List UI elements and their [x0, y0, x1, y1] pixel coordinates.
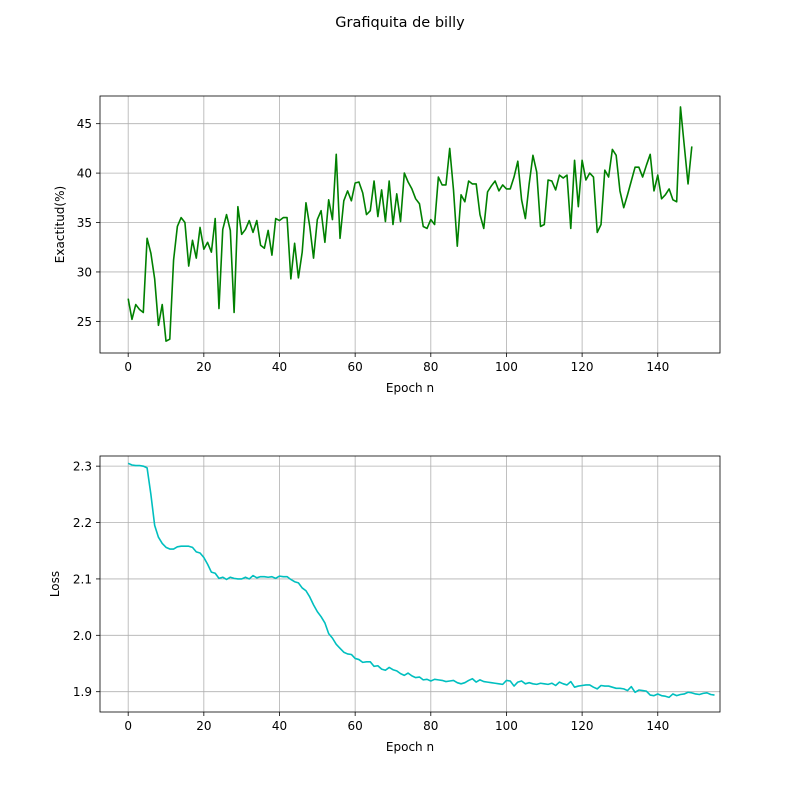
acc-x-tick-label: 40 [272, 360, 287, 374]
loss-y-tick-label: 2.2 [73, 516, 92, 530]
loss-y-tick-label: 1.9 [73, 685, 92, 699]
loss-x-tick-label: 80 [423, 719, 438, 733]
figure-suptitle: Grafiquita de billy [335, 15, 465, 31]
acc-y-tick-label: 45 [77, 117, 92, 131]
acc-x-tick-label: 80 [423, 360, 438, 374]
accuracy-subplot: 0 20 40 60 80 100 120 140 25 30 35 40 45 Epoch n Exact… [53, 95, 721, 395]
loss-axes-frame [99, 455, 721, 713]
acc-series-line [127, 106, 693, 342]
acc-y-axis-label: Exactitud(%) [53, 186, 67, 263]
loss-x-tick-label: 20 [196, 719, 211, 733]
loss-series-line [127, 462, 715, 699]
acc-x-tick-label: 20 [196, 360, 211, 374]
acc-y-tick-label: 30 [77, 265, 92, 279]
loss-x-tick-label: 0 [124, 719, 132, 733]
acc-x-tick-label: 100 [495, 360, 518, 374]
acc-x-tick-label: 120 [571, 360, 594, 374]
loss-y-axis-label: Loss [48, 571, 62, 597]
loss-y-tick-label: 2.1 [73, 572, 92, 586]
acc-y-tick-label: 40 [77, 167, 92, 181]
acc-x-tick-label: 60 [348, 360, 363, 374]
acc-x-axis-label: Epoch n [386, 381, 434, 395]
acc-x-tick-label: 0 [124, 360, 132, 374]
loss-x-tick-label: 60 [348, 719, 363, 733]
acc-x-tick-label: 140 [646, 360, 669, 374]
loss-x-axis-label: Epoch n [386, 740, 434, 754]
acc-y-tick-label: 25 [77, 315, 92, 329]
loss-x-tick-label: 120 [571, 719, 594, 733]
acc-y-tick-label: 35 [77, 216, 92, 230]
loss-x-tick-label: 140 [646, 719, 669, 733]
loss-x-tick-label: 40 [272, 719, 287, 733]
loss-y-tick-label: 2.0 [73, 629, 92, 643]
loss-x-tick-label: 100 [495, 719, 518, 733]
acc-axes-frame [99, 95, 721, 354]
loss-y-tick-label: 2.3 [73, 460, 92, 474]
loss-subplot: 0 20 40 60 80 100 120 140 1.9 2.0 2.1 2.2 2.3 Epoch n… [48, 455, 721, 754]
